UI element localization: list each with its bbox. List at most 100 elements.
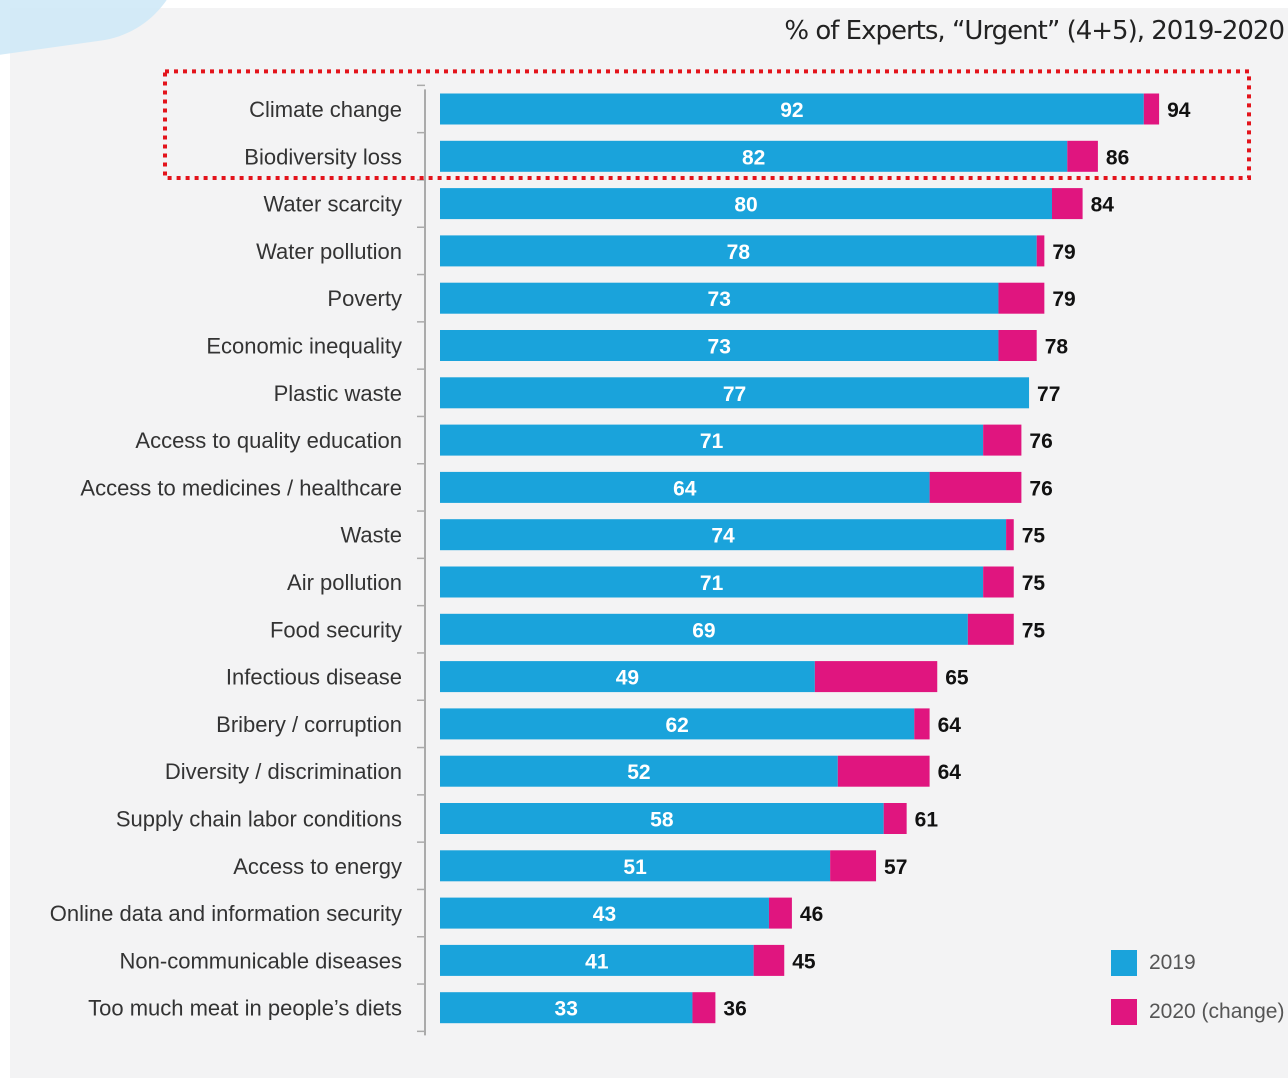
category-label-water-scarcity: Water scarcity [263, 192, 402, 217]
value-label-2019-access-to-energy: 51 [623, 856, 647, 879]
legend-label-2020: 2020 (change) [1149, 1000, 1285, 1023]
bar-2019-access-to-quality-education [440, 424, 984, 456]
category-label-bribery-corruption: Bribery / corruption [216, 712, 402, 737]
bar-2020-change-water-pollution [1036, 235, 1045, 267]
bar-2020-change-diversity-discrimination [837, 755, 930, 787]
total-label-access-to-medicines-healthcare: 76 [1029, 477, 1052, 500]
bar-2019-access-to-medicines-healthcare [440, 471, 930, 503]
category-label-poverty: Poverty [327, 286, 402, 311]
total-label-access-to-quality-education: 76 [1029, 430, 1052, 453]
legend-item-2020: 2020 (change) [1111, 999, 1284, 1025]
bar-2019-waste [440, 519, 1007, 551]
bar-2019-water-scarcity [440, 188, 1052, 220]
bar-2020-change-food-security [967, 613, 1014, 645]
value-label-2019-supply-chain-labor-conditions: 58 [650, 809, 674, 832]
value-label-2019-plastic-waste: 77 [723, 383, 746, 406]
legend-item-2019: 2019 [1111, 950, 1196, 976]
bar-2019-online-data-and-information-security [440, 897, 769, 929]
bar-2020-change-access-to-quality-education [983, 424, 1022, 456]
bar-2020-change-bribery-corruption [914, 708, 930, 740]
category-label-access-to-quality-education: Access to quality education [135, 428, 402, 453]
bar-2020-change-climate-change [1143, 93, 1160, 125]
bar-2019-biodiversity-loss [440, 140, 1068, 172]
category-label-online-data-and-information-security: Online data and information security [50, 901, 402, 926]
bar-2019-air-pollution [440, 566, 984, 598]
total-label-too-much-meat-in-people-s-diets: 36 [723, 998, 746, 1021]
total-label-water-scarcity: 84 [1091, 194, 1115, 217]
total-label-diversity-discrimination: 64 [938, 761, 962, 784]
bar-2019-climate-change [440, 93, 1144, 125]
total-label-infectious-disease: 65 [945, 667, 969, 690]
total-label-access-to-energy: 57 [884, 856, 907, 879]
bar-2020-change-water-scarcity [1052, 188, 1083, 220]
legend-swatch-2020 [1111, 999, 1137, 1025]
total-label-air-pollution: 75 [1022, 572, 1046, 595]
bar-2020-change-infectious-disease [814, 661, 938, 693]
bar-2020-change-biodiversity-loss [1067, 140, 1098, 172]
value-label-2019-poverty: 73 [708, 288, 731, 311]
bar-2020-change-too-much-meat-in-people-s-diets [692, 992, 716, 1024]
category-label-non-communicable-diseases: Non-communicable diseases [120, 948, 402, 973]
bar-2019-poverty [440, 282, 999, 314]
value-label-2019-non-communicable-diseases: 41 [585, 950, 609, 973]
bar-2020-change-access-to-medicines-healthcare [929, 471, 1022, 503]
value-label-2019-diversity-discrimination: 52 [627, 761, 650, 784]
bar-2019-supply-chain-labor-conditions [440, 803, 884, 834]
category-label-biodiversity-loss: Biodiversity loss [244, 144, 402, 169]
total-label-poverty: 79 [1052, 288, 1075, 311]
category-label-access-to-medicines-healthcare: Access to medicines / healthcare [80, 475, 402, 500]
category-label-air-pollution: Air pollution [287, 570, 402, 595]
bar-2019-diversity-discrimination [440, 755, 838, 787]
bar-2019-access-to-energy [440, 850, 831, 882]
category-label-supply-chain-labor-conditions: Supply chain labor conditions [116, 807, 402, 832]
legend-label-2019: 2019 [1149, 951, 1196, 974]
bar-2019-too-much-meat-in-people-s-diets [440, 992, 693, 1024]
value-label-2019-waste: 74 [711, 525, 735, 548]
total-label-biodiversity-loss: 86 [1106, 146, 1129, 169]
bar-2020-change-non-communicable-diseases [753, 944, 785, 976]
value-label-2019-infectious-disease: 49 [616, 667, 639, 690]
total-label-water-pollution: 79 [1052, 241, 1075, 264]
total-label-economic-inequality: 78 [1045, 336, 1069, 359]
value-label-2019-air-pollution: 71 [700, 572, 724, 595]
total-label-supply-chain-labor-conditions: 61 [915, 809, 939, 832]
total-label-non-communicable-diseases: 45 [792, 950, 816, 973]
total-label-food-security: 75 [1022, 619, 1046, 642]
legend-swatch-2019 [1111, 950, 1137, 976]
bar-2019-water-pollution [440, 235, 1037, 267]
bar-2020-change-economic-inequality [998, 330, 1037, 361]
value-label-2019-access-to-quality-education: 71 [700, 430, 724, 453]
bar-2020-change-access-to-energy [830, 850, 877, 882]
value-label-2019-online-data-and-information-security: 43 [593, 903, 616, 926]
bar-2019-bribery-corruption [440, 708, 915, 740]
value-label-2019-biodiversity-loss: 82 [742, 146, 765, 169]
category-label-too-much-meat-in-people-s-diets: Too much meat in people’s diets [88, 996, 402, 1021]
bar-2019-infectious-disease [440, 661, 815, 693]
bar-2020-change-poverty [998, 282, 1045, 314]
bar-2020-change-waste [1006, 519, 1014, 551]
value-label-2019-food-security: 69 [692, 619, 715, 642]
bar-2020-change-online-data-and-information-security [768, 897, 792, 929]
chart-title: % of Experts, “Urgent” (4+5), 2019-2020 [784, 16, 1285, 46]
category-label-plastic-waste: Plastic waste [274, 381, 402, 406]
bar-2020-change-supply-chain-labor-conditions [883, 803, 907, 834]
category-label-diversity-discrimination: Diversity / discrimination [165, 759, 402, 784]
category-label-access-to-energy: Access to energy [233, 854, 402, 879]
bar-2019-food-security [440, 613, 968, 645]
value-label-2019-access-to-medicines-healthcare: 64 [673, 477, 697, 500]
total-label-online-data-and-information-security: 46 [800, 903, 823, 926]
category-label-food-security: Food security [270, 617, 402, 642]
value-label-2019-economic-inequality: 73 [708, 336, 731, 359]
bar-2020-change-air-pollution [983, 566, 1014, 598]
category-label-water-pollution: Water pollution [256, 239, 402, 264]
bar-2019-non-communicable-diseases [440, 944, 754, 976]
total-label-plastic-waste: 77 [1037, 383, 1060, 406]
total-label-climate-change: 94 [1167, 99, 1191, 122]
category-label-economic-inequality: Economic inequality [206, 334, 402, 359]
value-label-2019-bribery-corruption: 62 [665, 714, 688, 737]
highlight-box [163, 69, 1251, 180]
bar-2019-plastic-waste [440, 377, 1030, 409]
value-label-2019-climate-change: 92 [780, 99, 803, 122]
category-label-climate-change: Climate change [249, 97, 402, 122]
